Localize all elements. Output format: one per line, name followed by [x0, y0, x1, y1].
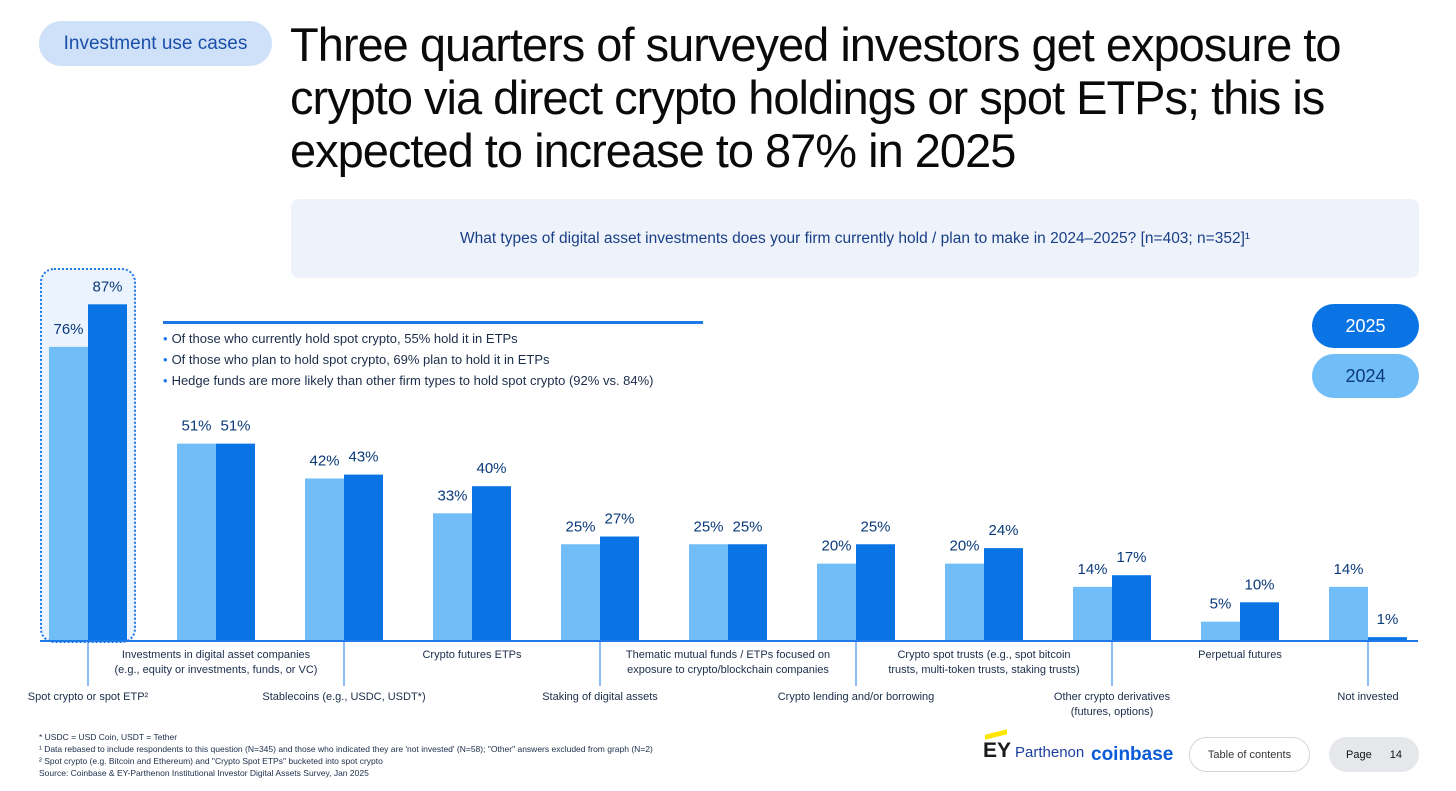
- bar-2024-4: [561, 544, 600, 641]
- category-label-3: Crypto futures ETPs: [422, 649, 522, 661]
- value-label-2025-3: 40%: [476, 460, 506, 477]
- bar-2025-5: [728, 544, 767, 641]
- page-label: Page: [1346, 748, 1372, 761]
- category-label-8: Other crypto derivatives: [1054, 691, 1171, 703]
- value-label-2025-7: 24%: [988, 522, 1018, 539]
- category-label-9: Perpetual futures: [1198, 649, 1282, 661]
- bar-2025-7: [984, 548, 1023, 641]
- value-label-2025-8: 17%: [1116, 549, 1146, 566]
- bar-2025-8: [1112, 575, 1151, 641]
- value-label-2025-0: 87%: [92, 278, 122, 295]
- page-number: 14: [1389, 748, 1402, 761]
- bar-2024-0: [49, 346, 88, 641]
- insight-note: • Hedge funds are more likely than other …: [163, 373, 654, 388]
- legend-2024[interactable]: 2024: [1312, 354, 1419, 398]
- value-label-2024-3: 33%: [437, 487, 467, 504]
- value-label-2025-5: 25%: [732, 518, 762, 535]
- bar-2024-10: [1329, 586, 1368, 641]
- page-title: Three quarters of surveyed investors get…: [290, 18, 1341, 177]
- value-label-2025-10: 1%: [1377, 611, 1399, 628]
- ey-mark: EY: [983, 739, 1012, 762]
- value-label-2025-2: 43%: [348, 449, 378, 466]
- ey-sub-label: Parthenon: [1015, 744, 1085, 761]
- value-label-2024-9: 5%: [1210, 596, 1232, 613]
- value-label-2024-0: 76%: [53, 321, 83, 338]
- bar-2025-1: [216, 443, 255, 641]
- bar-2024-7: [945, 563, 984, 641]
- category-label-5: exposure to crypto/blockchain companies: [627, 664, 829, 676]
- value-label-2025-1: 51%: [220, 418, 250, 435]
- value-label-2025-4: 27%: [604, 511, 634, 528]
- key-insights: • Of those who currently hold spot crypto…: [163, 321, 703, 391]
- footnotes: * USDC = USD Coin, USDT = Tether ¹ Data …: [39, 731, 653, 779]
- bar-2024-8: [1073, 586, 1112, 641]
- ey-parthenon-logo: EY Parthenon: [983, 729, 1085, 762]
- value-label-2024-10: 14%: [1333, 561, 1363, 578]
- value-label-2024-8: 14%: [1077, 561, 1107, 578]
- category-label-4: Staking of digital assets: [542, 691, 658, 703]
- bar-2024-9: [1201, 621, 1240, 641]
- bar-2024-5: [689, 544, 728, 641]
- coinbase-logo: coinbase: [1091, 744, 1174, 765]
- value-label-2024-4: 25%: [565, 518, 595, 535]
- bar-2025-9: [1240, 602, 1279, 641]
- category-label-1: (e.g., equity or investments, funds, or …: [115, 664, 318, 676]
- bar-2025-3: [472, 486, 511, 641]
- value-label-2024-6: 20%: [821, 538, 851, 555]
- value-label-2025-6: 25%: [860, 518, 890, 535]
- footnote: * USDC = USD Coin, USDT = Tether: [39, 732, 178, 742]
- page-indicator: Page 14: [1329, 737, 1419, 772]
- bar-2025-2: [344, 474, 383, 641]
- section-tag: Investment use cases: [39, 21, 272, 66]
- bar-2025-10: [1368, 637, 1407, 641]
- value-label-2024-5: 25%: [693, 518, 723, 535]
- bar-2025-6: [856, 544, 895, 641]
- category-label-10: Not invested: [1337, 691, 1398, 703]
- bar-2024-2: [305, 478, 344, 641]
- footnote: ¹ Data rebased to include respondents to…: [39, 744, 653, 754]
- bar-2024-3: [433, 513, 472, 641]
- category-label-1: Investments in digital asset companies: [122, 649, 311, 661]
- category-label-7: Crypto spot trusts (e.g., spot bitcoin: [897, 649, 1070, 661]
- category-label-2: Stablecoins (e.g., USDC, USDT*): [262, 691, 425, 703]
- insight-note: • Of those who plan to hold spot crypto, …: [163, 352, 550, 367]
- footnote: ² Spot crypto (e.g. Bitcoin and Ethereum…: [39, 756, 383, 766]
- value-label-2024-7: 20%: [949, 538, 979, 555]
- category-label-8: (futures, options): [1071, 706, 1154, 718]
- bar-2024-6: [817, 563, 856, 641]
- survey-question: What types of digital asset investments …: [291, 199, 1419, 278]
- category-label-7: trusts, multi-token trusts, staking trus…: [888, 664, 1079, 676]
- bar-2025-4: [600, 536, 639, 641]
- category-label-6: Crypto lending and/or borrowing: [778, 691, 935, 703]
- bar-2024-1: [177, 443, 216, 641]
- value-label-2024-1: 51%: [181, 418, 211, 435]
- legend-2025[interactable]: 2025: [1312, 304, 1419, 348]
- table-of-contents-button[interactable]: Table of contents: [1189, 737, 1310, 772]
- value-label-2025-9: 10%: [1244, 576, 1274, 593]
- insight-note: • Of those who currently hold spot crypto…: [163, 331, 518, 346]
- footnote-source: Source: Coinbase & EY-Parthenon Institut…: [39, 768, 369, 778]
- bar-2025-0: [88, 304, 127, 641]
- value-label-2024-2: 42%: [309, 452, 339, 469]
- category-label-0: Spot crypto or spot ETP²: [28, 691, 149, 703]
- category-label-5: Thematic mutual funds / ETPs focused on: [626, 649, 830, 661]
